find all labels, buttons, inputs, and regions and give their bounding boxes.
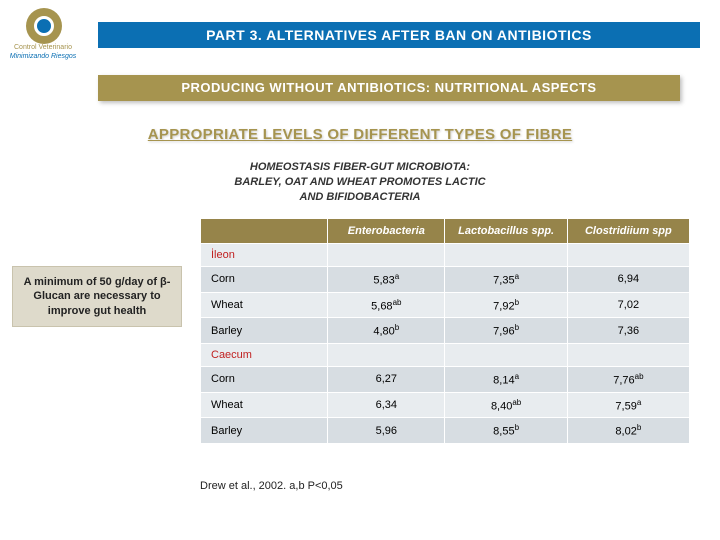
table-cell: 7,36 bbox=[567, 318, 689, 344]
logo-text-1: Control Veterinario bbox=[8, 44, 78, 51]
logo-ring-icon bbox=[26, 8, 62, 44]
heading-fibre: APPROPRIATE LEVELS OF DIFFERENT TYPES OF… bbox=[0, 126, 720, 143]
table-row-label: Wheat bbox=[201, 392, 328, 418]
table-cell: 6,94 bbox=[567, 267, 689, 293]
table-row-label: Corn bbox=[201, 267, 328, 293]
table-row-label: Wheat bbox=[201, 292, 328, 318]
th-enterobacteria: Enterobacteria bbox=[328, 219, 445, 244]
table-cell: 6,34 bbox=[328, 392, 445, 418]
table-cell: 5,68ab bbox=[328, 292, 445, 318]
th-lactobacillus: Lactobacillus spp. bbox=[445, 219, 567, 244]
table-cell: 8,02b bbox=[567, 418, 689, 444]
table-row-label: Corn bbox=[201, 366, 328, 392]
table-cell: 4,80b bbox=[328, 318, 445, 344]
table-row-label: Barley bbox=[201, 418, 328, 444]
table-cell: 7,76ab bbox=[567, 366, 689, 392]
logo-text-2: Minimizando Riesgos bbox=[8, 53, 78, 60]
sub-line-1: HOMEOSTASIS FIBER-GUT MICROBIOTA: bbox=[250, 161, 470, 173]
sub-line-2: BARLEY, OAT AND WHEAT PROMOTES LACTIC bbox=[234, 176, 485, 188]
table-row-label: Barley bbox=[201, 318, 328, 344]
table-cell bbox=[328, 244, 445, 267]
data-table: Enterobacteria Lactobacillus spp. Clostr… bbox=[200, 218, 690, 444]
fibre-table: Enterobacteria Lactobacillus spp. Clostr… bbox=[200, 218, 690, 444]
table-cell bbox=[567, 244, 689, 267]
table-cell: 8,14a bbox=[445, 366, 567, 392]
table-cell bbox=[445, 244, 567, 267]
table-cell bbox=[567, 343, 689, 366]
table-cell: 5,96 bbox=[328, 418, 445, 444]
table-cell: 7,35a bbox=[445, 267, 567, 293]
title-bar-subtitle: PRODUCING WITHOUT ANTIBIOTICS: NUTRITION… bbox=[98, 75, 680, 101]
table-cell: 7,92b bbox=[445, 292, 567, 318]
table-cell: 7,02 bbox=[567, 292, 689, 318]
th-blank bbox=[201, 219, 328, 244]
table-cell: 6,27 bbox=[328, 366, 445, 392]
logo: Control Veterinario Minimizando Riesgos bbox=[8, 6, 78, 76]
table-cell: 8,55b bbox=[445, 418, 567, 444]
title-bar-part3: PART 3. ALTERNATIVES AFTER BAN ON ANTIBI… bbox=[98, 22, 700, 48]
table-section: İleon bbox=[201, 244, 328, 267]
table-cell bbox=[328, 343, 445, 366]
logo-dot-icon bbox=[34, 16, 54, 36]
table-cell: 5,83a bbox=[328, 267, 445, 293]
sub-heading: HOMEOSTASIS FIBER-GUT MICROBIOTA: BARLEY… bbox=[0, 160, 720, 205]
table-cell: 8,40ab bbox=[445, 392, 567, 418]
table-section: Caecum bbox=[201, 343, 328, 366]
table-cell bbox=[445, 343, 567, 366]
table-cell: 7,96b bbox=[445, 318, 567, 344]
table-cell: 7,59a bbox=[567, 392, 689, 418]
citation: Drew et al., 2002. a,b P<0,05 bbox=[200, 480, 343, 492]
sub-line-3: AND BIFIDOBACTERIA bbox=[300, 191, 421, 203]
callout-box: A minimum of 50 g/day of β-Glucan are ne… bbox=[12, 266, 182, 327]
th-clostridium: Clostridiium spp bbox=[567, 219, 689, 244]
